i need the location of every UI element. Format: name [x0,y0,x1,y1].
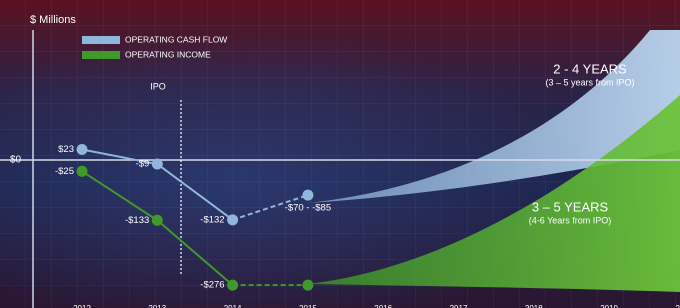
data-point [77,144,88,155]
projection-point [302,190,313,201]
data-point [152,215,163,226]
y-axis-label: $ Millions [30,14,76,26]
x-tick-label: 2018 [525,304,543,308]
x-tick-label: 2020 [676,304,680,308]
annotation-title: 2 - 4 YEARS [553,61,627,76]
x-tick-label: 2013 [148,304,166,308]
data-point [227,214,238,225]
data-label: -$132 [200,214,224,225]
data-label: $23 [58,144,74,155]
annotation-subtitle: (3 – 5 years from IPO) [545,77,634,87]
x-tick-label: 2019 [600,304,618,308]
x-tick-label: 2017 [450,304,468,308]
data-label: -$133 [125,215,149,226]
data-label: -$25 [55,166,74,177]
x-tick-label: 2016 [374,304,392,308]
chart: $ Millions $0 2012 2013 2014 2015 2016 2017 201… [0,0,680,308]
data-point [77,166,88,177]
x-tick-label: 2012 [73,304,91,308]
legend-swatch [82,51,120,59]
data-label: -$276 [200,280,224,291]
x-tick-label: 2014 [224,304,242,308]
projection-label: -$70 - -$85 [285,203,331,214]
data-label: -$9 [136,159,150,170]
data-point [152,159,163,170]
legend-label: OPERATING INCOME [125,49,211,59]
annotation-subtitle: (4-6 Years from IPO) [529,215,612,225]
annotation-title: 3 – 5 YEARS [532,199,609,214]
ipo-label: IPO [150,81,166,91]
data-point [302,280,313,291]
y-tick-label: $0 [10,155,22,166]
x-tick-label: 2015 [299,304,317,308]
data-point [227,280,238,291]
legend-label: OPERATING CASH FLOW [125,34,227,44]
legend-swatch [82,36,120,44]
